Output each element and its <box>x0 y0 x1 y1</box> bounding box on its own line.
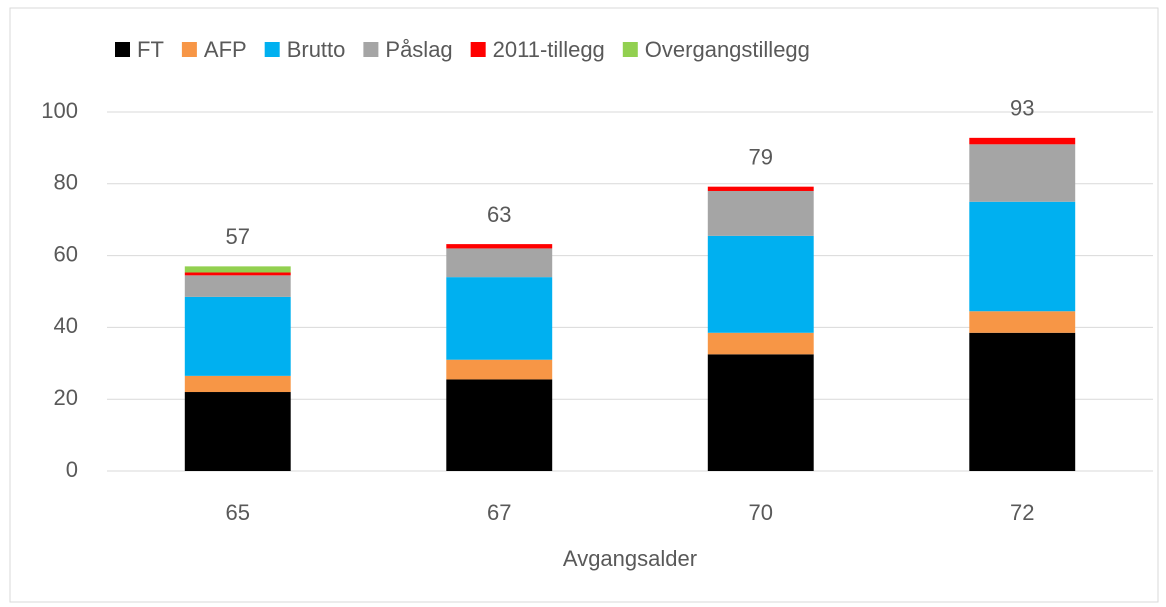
bar-segment <box>707 186 814 191</box>
x-tick-label: 65 <box>226 500 250 525</box>
y-tick-label: 0 <box>66 457 78 482</box>
x-tick-label: 67 <box>487 500 511 525</box>
legend-swatch <box>622 42 638 57</box>
bar-segment <box>184 296 291 376</box>
legend-label: AFP <box>204 37 247 62</box>
legend-label: FT <box>137 37 164 62</box>
bar-segment <box>969 137 1076 145</box>
total-label: 79 <box>749 144 773 169</box>
bar-segment <box>707 190 814 236</box>
bar-segment <box>446 277 553 360</box>
x-axis-title: Avgangsalder <box>563 546 697 571</box>
bar-segment <box>969 311 1076 333</box>
legend-label: Påslag <box>385 37 452 62</box>
bar-segment <box>184 272 291 276</box>
bar-segment <box>707 332 814 355</box>
bar-segment <box>969 201 1076 312</box>
total-label: 63 <box>487 202 511 227</box>
legend-swatch <box>264 42 280 57</box>
bar-segment <box>969 144 1076 202</box>
bar-segment <box>969 332 1076 471</box>
total-label: 57 <box>226 224 250 249</box>
y-tick-label: 60 <box>54 241 78 266</box>
bar-segment <box>184 375 291 393</box>
bar-segment <box>446 244 553 249</box>
bar-segment <box>446 359 553 380</box>
bar-segment <box>184 266 291 273</box>
y-tick-label: 80 <box>54 170 78 195</box>
bar-segment <box>184 392 291 471</box>
bar-segment <box>446 379 553 471</box>
bar-segment <box>446 248 553 278</box>
bar-segment <box>707 354 814 471</box>
legend-swatch <box>470 42 486 57</box>
total-label: 93 <box>1010 96 1034 121</box>
legend-swatch <box>181 42 197 57</box>
y-tick-label: 20 <box>54 385 78 410</box>
legend-label: Brutto <box>287 37 346 62</box>
x-tick-label: 70 <box>749 500 773 525</box>
x-tick-label: 72 <box>1010 500 1034 525</box>
bar-segment <box>707 235 814 333</box>
y-tick-label: 100 <box>41 98 78 123</box>
legend-swatch <box>115 42 130 57</box>
legend-label: 2011-tillegg <box>493 37 605 62</box>
bar-segment <box>184 275 291 297</box>
legend-label: Overgangstillegg <box>645 37 810 62</box>
legend-swatch <box>363 42 379 57</box>
y-tick-label: 40 <box>54 313 78 338</box>
